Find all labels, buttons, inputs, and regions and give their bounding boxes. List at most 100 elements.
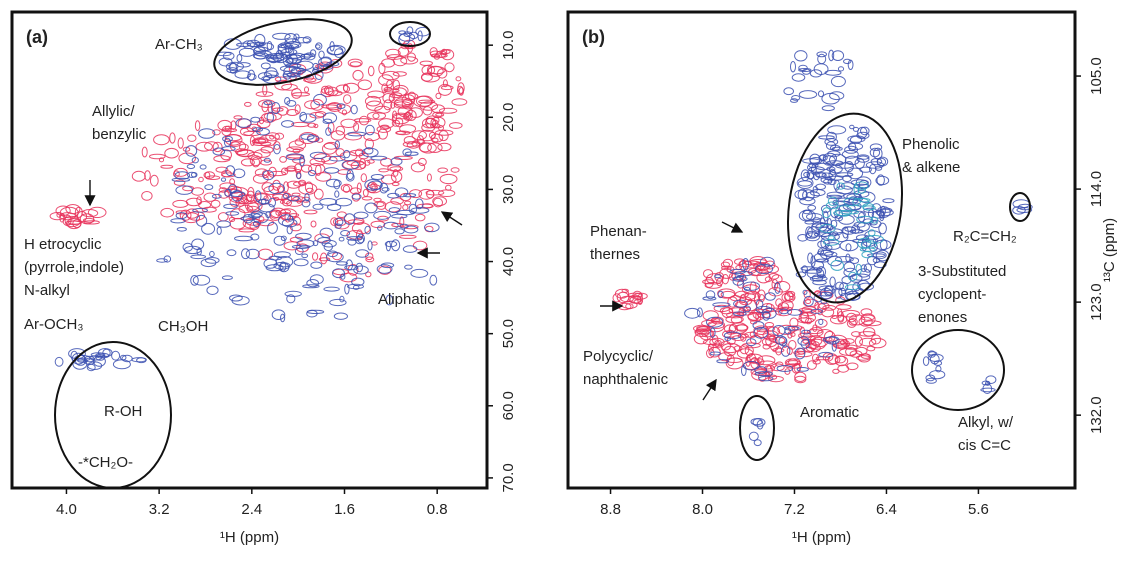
contour-blob — [422, 106, 433, 116]
contour-blob — [826, 191, 845, 198]
contour-blob — [851, 224, 860, 234]
contour-blob — [750, 357, 759, 369]
contour-blob — [266, 56, 283, 63]
contour-blob — [439, 173, 458, 185]
contour-blob — [267, 102, 274, 114]
contour-blob — [807, 252, 814, 264]
contour-blob — [216, 226, 222, 236]
contour-blob — [211, 193, 222, 199]
annotation: Phenolic — [902, 136, 960, 153]
contour-blob — [759, 256, 775, 267]
contour-blob — [825, 336, 840, 345]
contour-blob — [846, 204, 861, 211]
contour-blob — [268, 182, 286, 195]
contour-blob — [338, 236, 345, 242]
contour-blob — [343, 94, 352, 104]
contour-blob — [403, 136, 416, 145]
contour-blob — [734, 271, 753, 277]
contour-blob — [980, 387, 996, 393]
contour-blob — [702, 296, 717, 301]
contour-blob — [303, 77, 317, 83]
contour-blob — [393, 101, 412, 109]
contour-blob — [853, 210, 866, 219]
contour-blob — [284, 212, 291, 223]
oval — [1009, 192, 1031, 222]
contour-blob — [878, 222, 887, 235]
contour-blob — [278, 214, 295, 227]
contour-blob — [830, 259, 845, 271]
contour-blob — [364, 138, 374, 150]
contour-blob — [861, 239, 868, 252]
contour-blob — [835, 304, 852, 310]
contour-blob — [435, 112, 445, 117]
contour-blob — [238, 228, 255, 233]
contour-blob — [288, 54, 303, 64]
contour-blob — [816, 51, 828, 58]
contour-blob — [733, 299, 748, 308]
contour-blob — [221, 128, 238, 133]
contour-blob — [714, 274, 722, 279]
panel-label: (a) — [26, 27, 48, 47]
contour-blob — [985, 375, 997, 385]
contour-blob — [755, 371, 773, 377]
contour-blob — [761, 307, 777, 319]
contour-blob — [309, 274, 324, 285]
contour-blob — [438, 107, 458, 114]
contour-blob — [306, 279, 320, 288]
contour-blob — [391, 113, 410, 125]
contour-blob — [815, 222, 834, 232]
contour-blob — [281, 120, 295, 128]
contour-blob — [310, 98, 324, 111]
contour-blob — [288, 44, 295, 56]
contour-blob — [282, 55, 294, 67]
contour-blob — [336, 103, 346, 109]
contour-blob — [340, 273, 346, 280]
contour-blob — [265, 53, 285, 60]
contour-blob — [310, 261, 323, 269]
contour-blob — [621, 301, 638, 309]
contour-blob — [246, 39, 261, 48]
y-axis-label: ¹³C (ppm) — [1101, 218, 1118, 282]
contour-blob — [378, 118, 395, 129]
contour-blob — [271, 309, 286, 321]
contour-blob — [345, 172, 355, 182]
contour-blob — [695, 326, 712, 335]
contour-blob — [390, 170, 403, 183]
contour-blob — [370, 174, 385, 180]
contour-blob — [725, 315, 744, 324]
contour-blob — [800, 169, 810, 182]
contour-blob — [261, 198, 267, 205]
contour-blob — [766, 265, 780, 274]
contour-blob — [742, 281, 761, 291]
contour-blob — [300, 133, 315, 140]
contour-blob — [242, 214, 254, 224]
contour-blob — [807, 338, 826, 350]
contour-blob — [325, 102, 341, 111]
contour-blob — [741, 365, 747, 376]
contour-blob — [753, 439, 762, 447]
contour-blob — [320, 87, 335, 98]
contour-blob — [238, 47, 256, 57]
annotation: Ar-CH₃ — [155, 36, 203, 53]
contour-blob — [265, 132, 280, 142]
contour-blob — [191, 187, 205, 196]
contour-blob — [81, 209, 99, 218]
contour-blob — [821, 207, 832, 219]
contour-blob — [802, 158, 821, 164]
contour-blob — [440, 85, 454, 91]
contour-blob — [269, 170, 286, 177]
contour-blob — [286, 109, 299, 116]
contour-blob — [830, 75, 846, 88]
contour-blob — [363, 131, 381, 142]
contour-blob — [758, 294, 765, 303]
oval — [739, 395, 775, 461]
contour-blob — [174, 171, 190, 180]
contour-blob — [320, 56, 332, 66]
contour-blob — [456, 85, 464, 96]
contour-blob — [925, 377, 937, 384]
contour-blob — [783, 87, 795, 96]
arrow — [440, 211, 463, 226]
contour-blob — [449, 122, 463, 129]
contour-blob — [383, 221, 399, 230]
contour-blob — [54, 356, 64, 367]
